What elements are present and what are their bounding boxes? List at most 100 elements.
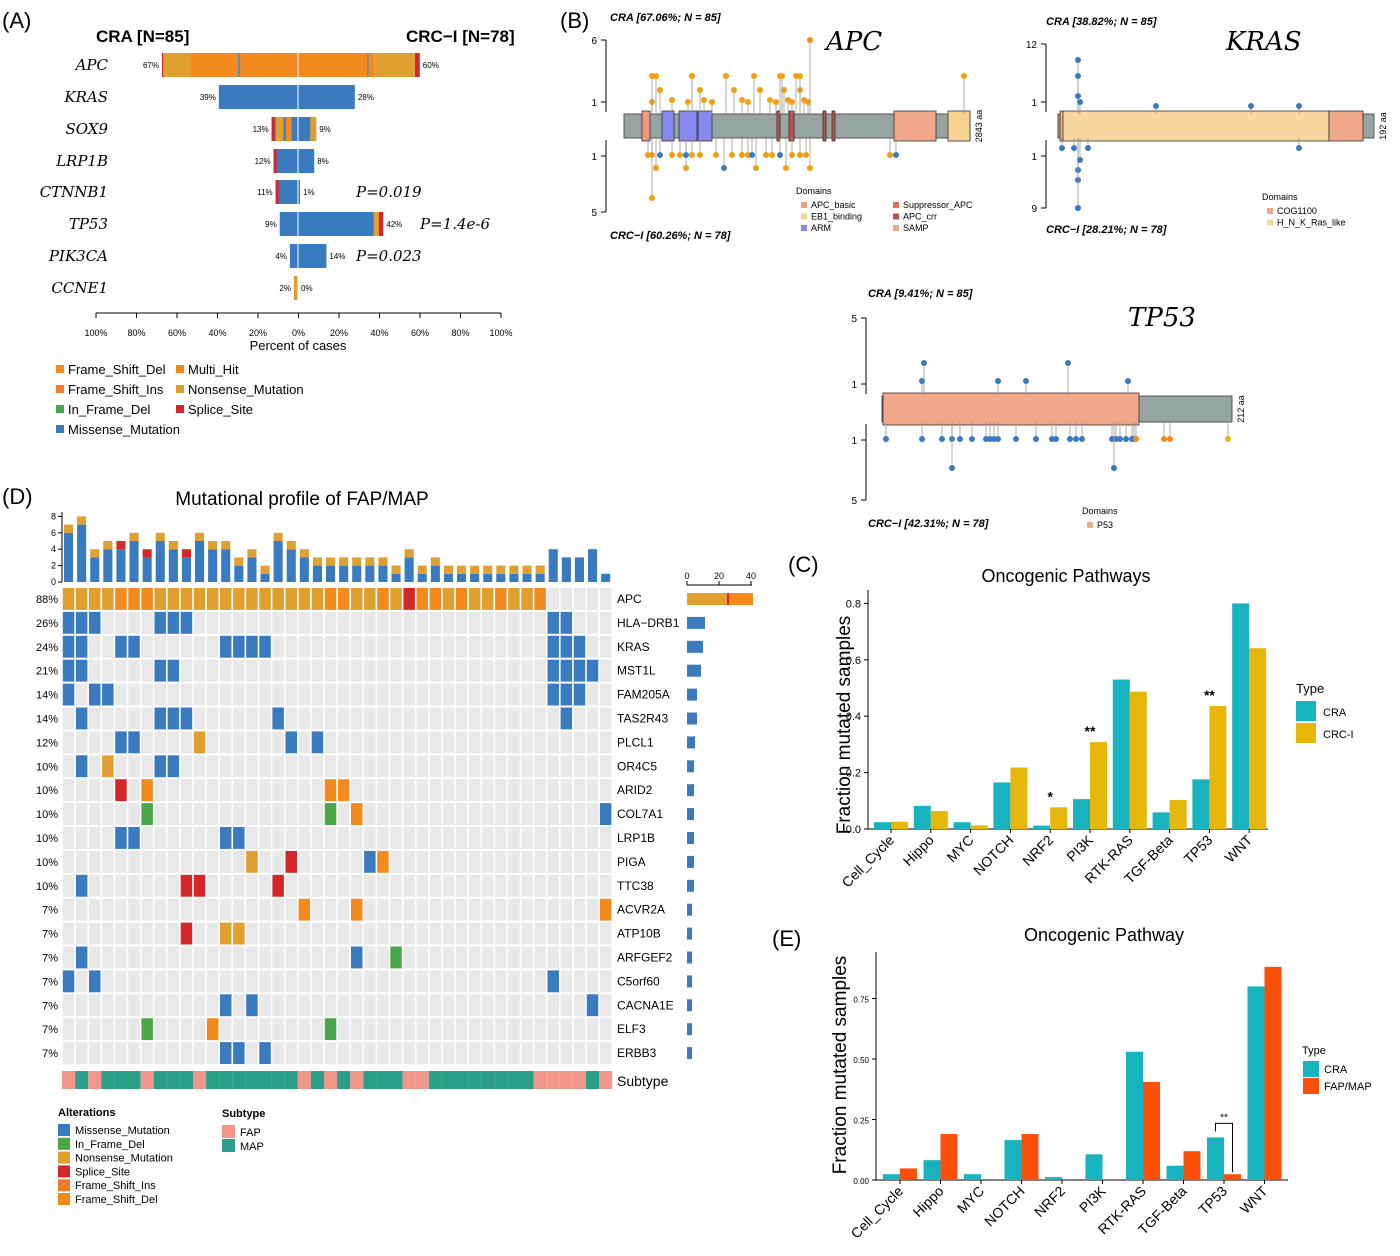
panel-a-coBarplot: CRA [N=85] CRC−I [N=78] APC 67% 60% KRAS 39%…: [40, 27, 515, 437]
d-cell: [75, 659, 88, 682]
d-cell: [599, 635, 612, 658]
d-cell: [495, 683, 507, 706]
panelE-x-label-NOTCH: NOTCH: [981, 1183, 1028, 1230]
d-cell: [180, 803, 193, 825]
d-cell: [495, 850, 507, 873]
d-cell: [455, 707, 468, 730]
d-gene-TAS2R43: TAS2R43: [617, 711, 668, 725]
b-mutation-dot: [1296, 145, 1302, 151]
b-apc-length: 2843 aa: [974, 110, 984, 143]
d-cell: [534, 1018, 546, 1041]
d-cell: [272, 898, 284, 921]
d-cell: [324, 874, 337, 897]
panelE-sig-bracket: [1215, 1122, 1233, 1173]
b-mutation-dot: [805, 99, 811, 105]
a-bar-left: [273, 149, 298, 173]
d-subtype-cell: [284, 1071, 298, 1089]
panelC-x-label-Cell_Cycle: Cell_Cycle: [838, 832, 897, 891]
d-alterations-title: Alterations: [58, 1107, 115, 1119]
d-cell: [62, 635, 75, 658]
d-cell: [560, 898, 573, 921]
a-bar-right: [298, 212, 374, 236]
d-cell: [311, 803, 324, 825]
d-cell: [495, 588, 507, 610]
d-cell: [547, 827, 559, 849]
panelC-bar-Hippo-CRC-I: [930, 810, 948, 829]
d-cell: [180, 659, 193, 682]
d-subtype-cell: [297, 1071, 311, 1089]
d-cell: [324, 659, 337, 682]
d-cell: [75, 827, 88, 849]
d-cell: [508, 779, 520, 802]
d-cell: [573, 850, 586, 873]
d-cell: [547, 946, 559, 969]
d-subtype-title: Subtype: [222, 1108, 265, 1120]
d-cell: [351, 946, 363, 969]
a-gene-KRAS: KRAS: [63, 88, 108, 106]
d-subtype-cell: [114, 1071, 128, 1089]
d-cell: [521, 707, 533, 730]
d-cell: [455, 588, 468, 610]
d-alteration-label: In_Frame_Del: [75, 1139, 145, 1151]
panelC-y-tick-label: 0.6: [846, 655, 861, 667]
d-subtype-cell: [258, 1071, 272, 1089]
b-domain: [893, 110, 937, 142]
d-top-bar: [496, 573, 506, 582]
d-cell: [115, 850, 127, 873]
d-cell: [599, 970, 612, 993]
d-cell: [560, 874, 573, 897]
d-cell: [377, 659, 389, 682]
d-cell: [75, 970, 88, 993]
d-subtype-cell: [324, 1071, 338, 1089]
b-mutation-dot: [685, 99, 691, 105]
d-cell: [455, 946, 468, 969]
d-cell: [272, 1042, 284, 1064]
d-cell: [324, 898, 337, 921]
b-kras-length: 192 aa: [1378, 112, 1388, 140]
d-cell: [495, 611, 507, 634]
d-cell: [89, 850, 101, 873]
panelC-y-tick-label: 0.0: [846, 824, 861, 836]
d-cell: [246, 1042, 258, 1064]
d-cell: [508, 922, 520, 945]
d-gene-ARFGEF2: ARFGEF2: [617, 950, 673, 964]
d-cell: [154, 683, 166, 706]
d-cell: [442, 707, 455, 730]
d-cell: [468, 707, 481, 730]
d-cell: [246, 803, 258, 825]
d-cell: [429, 970, 442, 993]
d-cell: [206, 588, 219, 610]
d-cell: [298, 874, 311, 897]
panelC-bar-MYC-CRA: [953, 822, 971, 829]
d-cell: [154, 994, 166, 1017]
b-tp53-top-label: CRA [9.41%; N = 85]: [868, 288, 973, 300]
d-cell: [233, 803, 245, 825]
d-cell: [468, 1042, 481, 1064]
d-top-bar: [208, 541, 218, 550]
d-cell: [167, 827, 180, 849]
d-cell: [167, 898, 180, 921]
d-cell: [547, 970, 559, 993]
a-x-tick-label: 40%: [370, 328, 388, 338]
d-cell: [468, 946, 481, 969]
d-cell: [141, 946, 153, 969]
d-cell: [154, 1018, 166, 1041]
b-domain-legend-label: COG1100: [1277, 206, 1317, 216]
panelE-x-label-PI3K: PI3K: [1076, 1182, 1109, 1215]
d-cell: [180, 874, 193, 897]
d-cell: [586, 970, 599, 993]
d-side-bar: [687, 736, 695, 749]
d-cell: [220, 898, 232, 921]
b-mutation-dot: [797, 152, 803, 158]
d-top-bar: [470, 573, 480, 582]
b-domain: [641, 110, 651, 142]
d-cell: [429, 659, 442, 682]
panelC-bar-WNT-CRC-I: [1249, 648, 1267, 829]
d-cell: [534, 707, 546, 730]
d-cell: [233, 755, 245, 778]
d-cell: [259, 850, 271, 873]
d-cell: [599, 779, 612, 802]
d-cell: [482, 683, 494, 706]
d-cell: [573, 1042, 586, 1064]
panelC-bar-WNT-CRA: [1232, 603, 1250, 829]
